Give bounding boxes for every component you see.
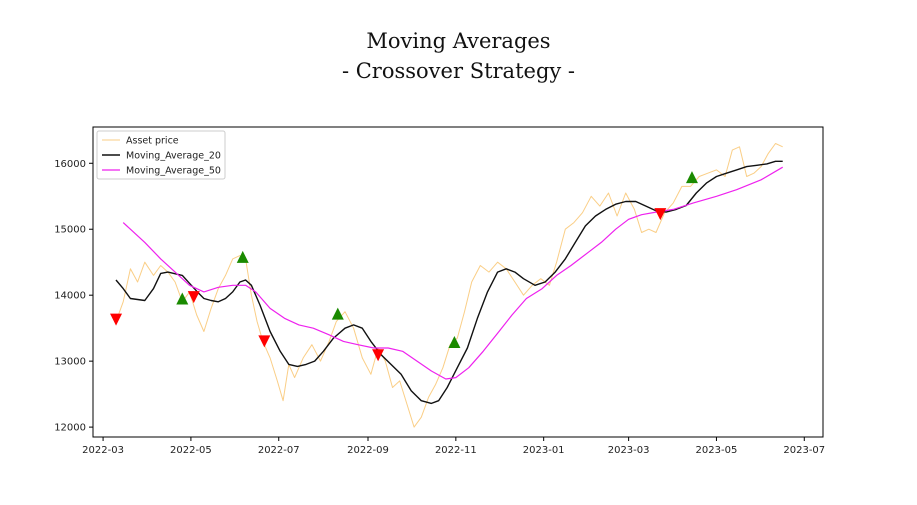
y-tick-label-1: 12000 bbox=[54, 423, 86, 434]
x-tick-label-7: 2023-03 bbox=[608, 445, 650, 456]
chart-title-block: Moving Averages - Crossover Strategy - bbox=[0, 26, 917, 86]
chart-title: Moving Averages bbox=[366, 29, 551, 53]
buy-signal-marker-6 bbox=[331, 307, 344, 320]
plot-area-frame bbox=[92, 126, 824, 438]
legend-label-1: Asset price bbox=[126, 136, 179, 147]
sell-signal-marker-9 bbox=[654, 208, 667, 221]
sell-signal-marker-5 bbox=[258, 335, 271, 348]
x-tick-label-5: 2022-11 bbox=[435, 445, 477, 456]
sell-signal-marker-1 bbox=[110, 313, 123, 326]
series-line-asset-price bbox=[115, 143, 783, 428]
y-tick-label-3: 14000 bbox=[54, 291, 86, 302]
legend: Asset price Moving_Average_20 Moving_Avera… bbox=[96, 130, 226, 180]
x-tick-label-9: 2023-07 bbox=[783, 445, 825, 456]
signal-markers bbox=[110, 171, 698, 362]
series-line-moving-average-20 bbox=[115, 160, 783, 405]
buy-signal-marker-4 bbox=[236, 250, 249, 263]
x-tick-label-6: 2023-01 bbox=[523, 445, 565, 456]
sell-signal-marker-3 bbox=[187, 291, 200, 304]
axes: 2022-03 2022-05 2022-07 2022-09 2022-11 2023-… bbox=[54, 159, 825, 456]
x-tick-label-3: 2022-07 bbox=[258, 445, 300, 456]
buy-signal-marker-8 bbox=[448, 336, 461, 349]
legend-box bbox=[96, 130, 226, 180]
x-tick-label-1: 2022-03 bbox=[82, 445, 124, 456]
buy-signal-marker-10 bbox=[685, 171, 698, 184]
legend-label-3: Moving_Average_50 bbox=[126, 166, 221, 177]
sell-signal-marker-7 bbox=[372, 349, 385, 362]
y-tick-label-5: 16000 bbox=[54, 159, 86, 170]
y-tick-label-4: 15000 bbox=[54, 225, 86, 236]
x-tick-label-8: 2023-05 bbox=[696, 445, 738, 456]
x-tick-label-2: 2022-05 bbox=[170, 445, 212, 456]
series-line-moving-average-50 bbox=[122, 166, 784, 380]
x-tick-label-4: 2022-09 bbox=[347, 445, 389, 456]
series-layer bbox=[115, 143, 784, 428]
legend-label-2: Moving_Average_20 bbox=[126, 151, 221, 162]
y-tick-label-2: 13000 bbox=[54, 357, 86, 368]
chart-subtitle: - Crossover Strategy - bbox=[341, 59, 576, 83]
buy-signal-marker-2 bbox=[176, 292, 189, 305]
